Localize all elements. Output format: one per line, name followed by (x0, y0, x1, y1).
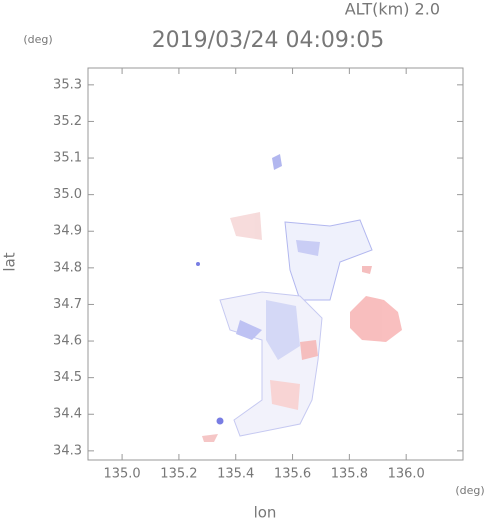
x-tick-label: 135.0 (103, 467, 140, 482)
echo-patch (272, 154, 282, 170)
echo-patch (216, 417, 224, 425)
y-tick-label: 35.3 (53, 77, 82, 92)
y-tick-label: 35.0 (53, 187, 82, 202)
echo-patch (266, 300, 300, 360)
y-tick-label: 34.6 (53, 334, 82, 349)
echo-patch (270, 380, 300, 410)
y-tick-label: 34.5 (53, 370, 82, 385)
echo-patch (236, 320, 262, 340)
echo-patch (196, 262, 200, 266)
y-tick-label: 34.4 (53, 407, 82, 422)
echo-patch (230, 212, 262, 240)
echo-patch (284, 219, 373, 301)
plot-frame (87, 67, 464, 461)
y-tick-label: 34.7 (53, 297, 82, 312)
y-unit: (deg) (23, 33, 52, 46)
subtitle: ALT(km) 2.0 (345, 0, 440, 19)
echo-patch (296, 240, 320, 256)
echo-field (196, 154, 402, 442)
y-tick-label: 34.8 (53, 260, 82, 275)
y-tick-label: 34.9 (53, 224, 82, 239)
x-tick-label: 136.0 (388, 467, 425, 482)
x-tick-label: 135.4 (217, 467, 254, 482)
echo-patch (300, 340, 318, 360)
y-tick-label: 35.2 (53, 114, 82, 129)
y-tick-label: 35.1 (53, 151, 82, 166)
x-axis-label: lon (254, 504, 277, 521)
echo-patch (202, 434, 218, 442)
echo-patch (350, 296, 402, 342)
y-tick-label: 34.3 (53, 443, 82, 458)
x-unit: (deg) (455, 484, 484, 497)
x-tick-label: 135.2 (160, 467, 197, 482)
echo-patch (362, 266, 372, 274)
x-tick-label: 135.6 (274, 467, 311, 482)
chart-title: 2019/03/24 04:09:05 (152, 28, 385, 53)
y-axis-label: lat (1, 252, 19, 271)
x-tick-label: 135.8 (331, 467, 368, 482)
